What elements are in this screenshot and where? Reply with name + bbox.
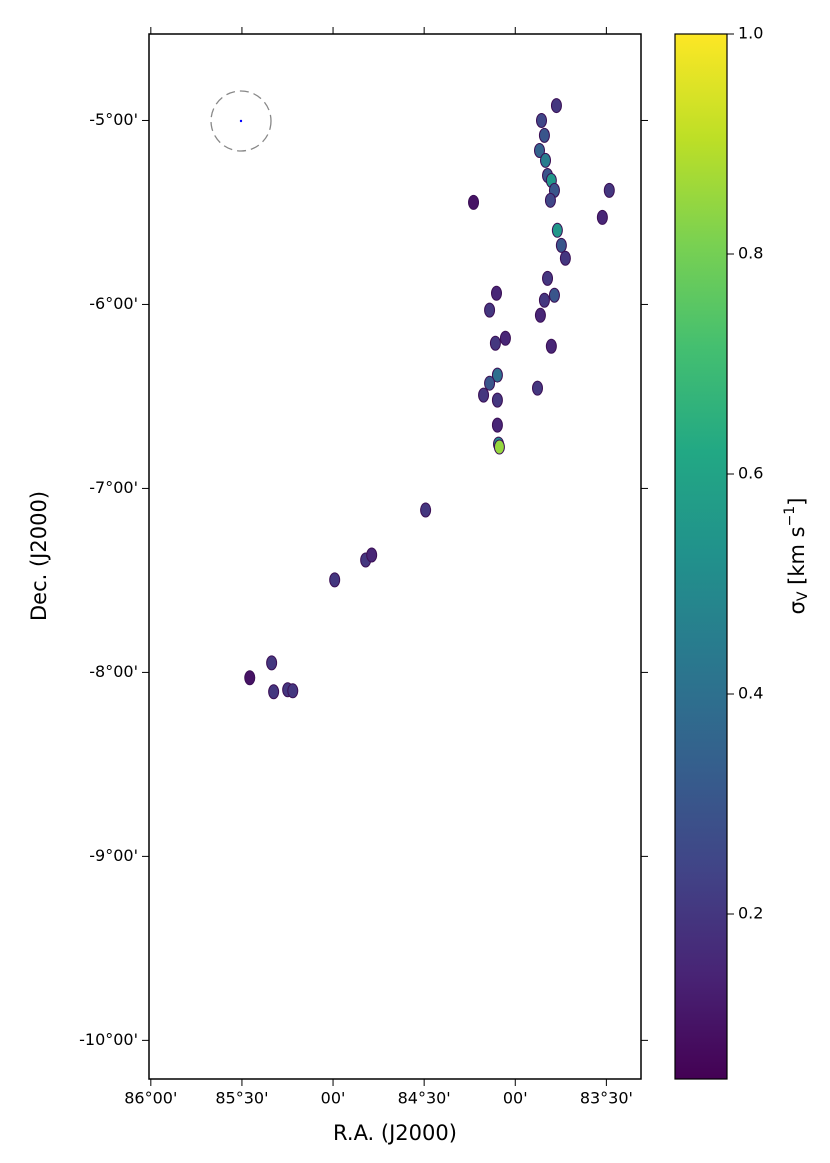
cb-label-symbol: σ bbox=[785, 601, 809, 614]
clump bbox=[420, 502, 432, 518]
clump bbox=[531, 380, 543, 396]
clump bbox=[544, 192, 556, 208]
y-tick-label: -5°00' bbox=[89, 110, 138, 129]
clump bbox=[596, 209, 608, 225]
x-tick-label: 86°00' bbox=[124, 1089, 177, 1108]
clump bbox=[550, 98, 562, 114]
cb-label-end: ] bbox=[785, 498, 809, 506]
clump bbox=[540, 152, 552, 168]
clump bbox=[329, 572, 341, 588]
cb-label-sub: V bbox=[795, 591, 811, 601]
clump bbox=[489, 335, 501, 351]
clump bbox=[366, 547, 378, 563]
clump bbox=[491, 367, 503, 383]
x-tick-label: 00' bbox=[503, 1089, 528, 1108]
clump bbox=[538, 127, 550, 143]
clump bbox=[542, 270, 554, 286]
colorbar-label: σV [km s−1] bbox=[782, 498, 811, 615]
clump bbox=[559, 250, 571, 266]
x-tick-label: 83°30' bbox=[580, 1089, 633, 1108]
clump bbox=[244, 670, 256, 686]
x-axis-label: R.A. (J2000) bbox=[333, 1121, 457, 1145]
colorbar bbox=[674, 33, 728, 1080]
colorbar-tick-label: 0.8 bbox=[738, 244, 763, 263]
clump bbox=[266, 655, 278, 671]
clump bbox=[491, 417, 503, 433]
clump bbox=[491, 392, 503, 408]
colorbar-tick-label: 0.4 bbox=[738, 684, 763, 703]
beam bbox=[210, 90, 272, 152]
clump bbox=[534, 142, 546, 158]
clump bbox=[548, 287, 560, 303]
x-tick-label: 00' bbox=[321, 1089, 346, 1108]
clump bbox=[555, 237, 567, 253]
clump bbox=[468, 194, 480, 210]
y-tick-label: -9°00' bbox=[89, 846, 138, 865]
y-axis-label: Dec. (J2000) bbox=[27, 491, 51, 621]
clump bbox=[538, 292, 550, 308]
clump bbox=[536, 112, 548, 128]
clump bbox=[484, 302, 496, 318]
x-tick-label: 85°30' bbox=[215, 1089, 268, 1108]
beam-center bbox=[239, 119, 243, 123]
clump bbox=[287, 683, 299, 699]
x-tick-label: 84°30' bbox=[398, 1089, 451, 1108]
clump bbox=[603, 182, 615, 198]
clump bbox=[490, 285, 502, 301]
colorbar-tick-label: 0.2 bbox=[738, 904, 763, 923]
y-tick-label: -10°00' bbox=[79, 1030, 138, 1049]
y-tick-label: -6°00' bbox=[89, 294, 138, 313]
y-tick-label: -7°00' bbox=[89, 478, 138, 497]
clump bbox=[268, 684, 280, 700]
cb-label-sup: −1 bbox=[782, 506, 798, 527]
clump bbox=[484, 375, 496, 391]
clump bbox=[478, 387, 490, 403]
clump bbox=[493, 439, 505, 455]
colorbar-tick-label: 1.0 bbox=[738, 24, 763, 43]
y-tick-label: -8°00' bbox=[89, 662, 138, 681]
plot-frame bbox=[148, 33, 642, 1080]
colorbar-tick-label: 0.6 bbox=[738, 464, 763, 483]
clump bbox=[545, 338, 557, 354]
clump bbox=[499, 330, 511, 346]
cb-label-unit: [km s bbox=[785, 526, 809, 591]
clump bbox=[551, 222, 563, 238]
clump bbox=[534, 307, 546, 323]
